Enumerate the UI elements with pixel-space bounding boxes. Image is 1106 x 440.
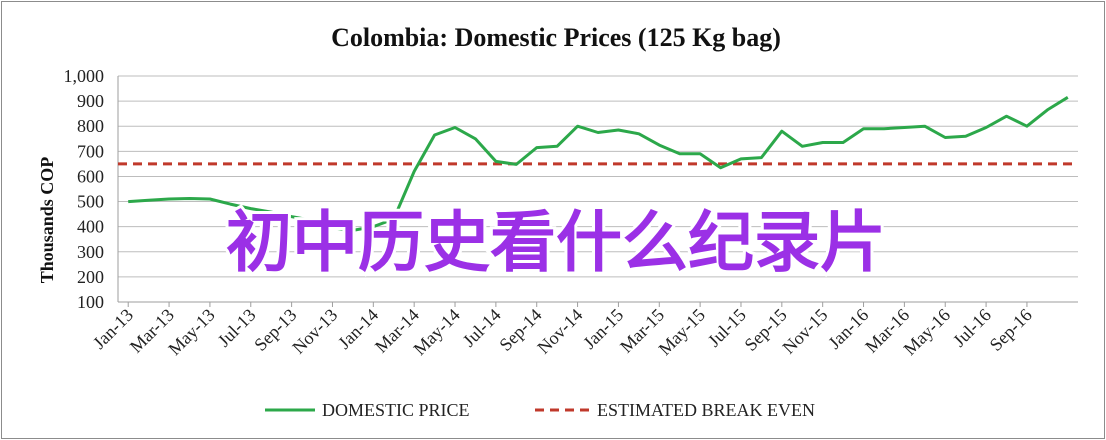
x-tick-label: May-15 [655, 305, 709, 359]
y-tick-label: 1,000 [64, 66, 105, 86]
x-tick-label: Nov-14 [533, 305, 586, 358]
legend-label-domestic-price: DOMESTIC PRICE [322, 400, 470, 420]
x-tick-label: Nov-15 [778, 305, 831, 358]
y-tick-label: 600 [77, 166, 104, 186]
y-tick-label: 300 [77, 242, 104, 262]
legend-label-estimated-break-even: ESTIMATED BREAK EVEN [597, 400, 815, 420]
y-tick-label: 400 [77, 217, 104, 237]
y-tick-label: 100 [77, 292, 104, 312]
x-tick-label: May-13 [164, 305, 218, 359]
series-domestic-price [128, 96, 1069, 232]
y-tick-label: 800 [77, 116, 104, 136]
chart-title: Colombia: Domestic Prices (125 Kg bag) [331, 23, 781, 52]
watermark-overlay-text: 初中历史看什么纪录片 [226, 204, 886, 281]
y-axis-label: Thousands COP [37, 157, 57, 284]
y-tick-label: 500 [77, 192, 104, 212]
y-tick-label: 900 [77, 91, 104, 111]
x-tick-label: Sep-16 [986, 305, 1036, 355]
y-tick-label: 700 [77, 141, 104, 161]
series-layer [118, 96, 1078, 232]
legend: DOMESTIC PRICE ESTIMATED BREAK EVEN [265, 400, 815, 420]
y-tick-label: 200 [77, 267, 104, 287]
x-tick-label: Nov-13 [288, 305, 341, 358]
x-tick-label: May-16 [900, 305, 954, 359]
x-tick-label: May-14 [409, 305, 463, 359]
